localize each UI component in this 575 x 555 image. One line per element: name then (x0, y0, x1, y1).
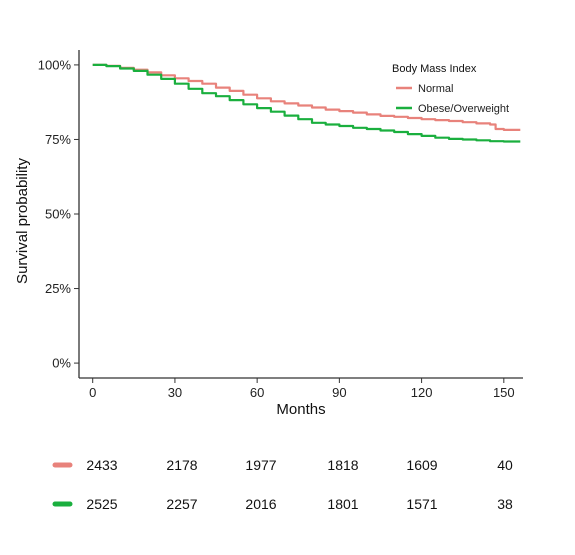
legend-title: Body Mass Index (392, 63, 477, 75)
x-tick-label: 150 (493, 385, 515, 400)
x-tick-label: 0 (89, 385, 96, 400)
risk-count: 2257 (166, 496, 197, 512)
risk-count: 1818 (327, 457, 358, 473)
risk-count: 1801 (327, 496, 358, 512)
y-tick-label: 25% (45, 281, 71, 296)
y-axis-title: Survival probability (14, 158, 31, 284)
y-tick-label: 75% (45, 132, 71, 147)
legend-item-label: Normal (418, 83, 453, 95)
risk-count: 40 (497, 457, 513, 473)
x-tick-label: 60 (250, 385, 264, 400)
y-tick-label: 100% (38, 57, 72, 72)
risk-count: 1609 (406, 457, 437, 473)
legend-item-label: Obese/Overweight (418, 103, 509, 115)
y-tick-label: 0% (52, 356, 71, 371)
series-layer (92, 63, 521, 143)
axes: 0 30 60 90 120 150 0% 25% 50% 75% 100% (38, 50, 523, 400)
x-tick-label: 120 (411, 385, 433, 400)
risk-count: 2525 (86, 496, 117, 512)
series-line-normal (92, 63, 521, 131)
risk-table: 2433 2178 1977 1818 1609 40 2525 2257 2016 1801 15… (52, 457, 513, 512)
legend: Body Mass Index Normal Obese/Overweight (392, 63, 509, 115)
x-axis-title: Months (276, 401, 325, 418)
x-tick-label: 90 (332, 385, 346, 400)
risk-count: 38 (497, 496, 513, 512)
series-line-obese-overweight (92, 63, 521, 143)
risk-count: 2016 (245, 496, 276, 512)
risk-count: 2178 (166, 457, 197, 473)
y-tick-label: 50% (45, 207, 71, 222)
risk-count: 2433 (86, 457, 117, 473)
x-tick-label: 30 (168, 385, 182, 400)
risk-count: 1571 (406, 496, 437, 512)
risk-count: 1977 (245, 457, 276, 473)
